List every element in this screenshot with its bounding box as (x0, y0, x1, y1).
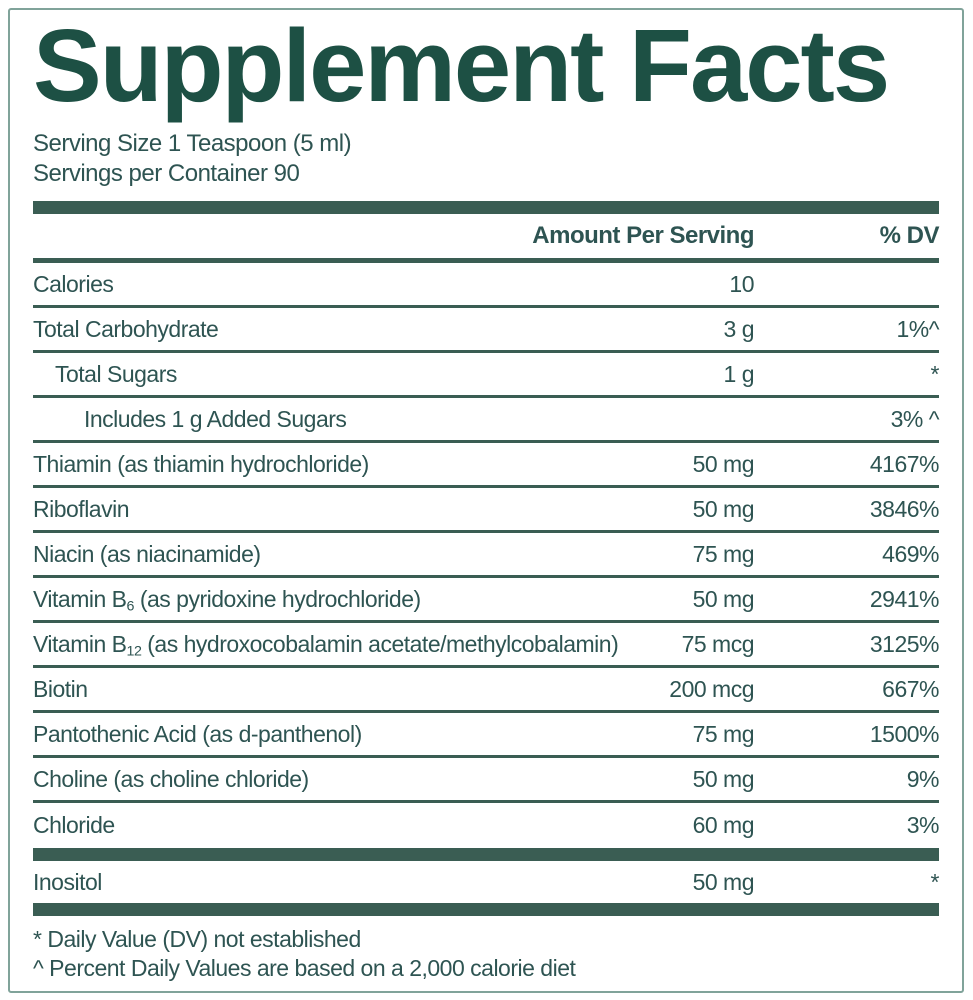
amount-per-serving-value: 60 mg (692, 812, 755, 838)
fact-row: Thiamin (as thiamin hydrochloride) 50 mg 4… (33, 443, 940, 488)
nutrient-name: Total Sugars (55, 360, 177, 387)
serving-info: Serving Size 1 Teaspoon (5 ml) Servings … (33, 129, 939, 189)
servings-per-container-text: Servings per Container 90 (33, 160, 300, 187)
nutrient-name: Thiamin (as thiamin hydrochloride) (33, 450, 369, 477)
fact-row: Chloride 60 mg 3% (33, 803, 940, 848)
nutrient-name: Chloride (33, 812, 115, 838)
percent-dv-value: 9% (906, 765, 940, 792)
nutrient-name: Choline (as choline chloride) (33, 765, 309, 792)
percent-dv-value: * (930, 868, 940, 895)
fact-row: Biotin 200 mcg 667% (33, 668, 940, 713)
fact-row: Includes 1 g Added Sugars 3% ^ (33, 398, 940, 443)
percent-dv-value: 4167% (869, 450, 940, 477)
facts-rows: Calories 10 Total Carbohydrate 3 g 1%^ Total … (33, 263, 940, 916)
supplement-facts-panel: Supplement Facts Serving Size 1 Teaspoon… (8, 8, 964, 993)
fact-row: Inositol 50 mg * (33, 861, 940, 903)
divider-thick (33, 903, 939, 916)
nutrient-name: Vitamin B6 (as pyridoxine hydrochloride) (33, 585, 421, 615)
percent-dv-value: 3% ^ (890, 405, 940, 432)
amount-per-serving-value: 50 mg (692, 765, 755, 792)
footnotes: * Daily Value (DV) not established ^ Per… (33, 925, 939, 983)
amount-per-serving-value: 10 (729, 270, 754, 297)
amount-per-serving-value: 75 mcg (681, 630, 755, 657)
fact-row: Vitamin B6 (as pyridoxine hydrochloride)… (33, 578, 940, 623)
fact-row: Vitamin B12 (as hydroxocobalamin acetate… (33, 623, 940, 668)
percent-dv-value: 3125% (869, 630, 940, 657)
fact-row: Total Carbohydrate 3 g 1%^ (33, 308, 940, 353)
fact-row: Riboflavin 50 mg 3846% (33, 488, 940, 533)
amount-per-serving-value: 200 mcg (669, 675, 754, 702)
percent-dv-value: 469% (882, 540, 939, 567)
nutrient-name: Vitamin B12 (as hydroxocobalamin acetate… (33, 630, 619, 660)
percent-dv-value: 667% (882, 675, 939, 702)
percent-dv-value: * (930, 360, 940, 387)
amount-per-serving-value: 50 mg (692, 585, 755, 612)
percent-dv-value: 3846% (869, 495, 940, 522)
nutrient-name: Calories (33, 270, 114, 297)
nutrient-name: Total Carbohydrate (33, 315, 219, 342)
divider-thick-top (33, 201, 939, 214)
footnote-percent-daily-values: ^ Percent Daily Values are based on a 2,… (33, 955, 576, 981)
fact-row: Total Sugars 1 g * (33, 353, 940, 398)
fact-row: Choline (as choline chloride) 50 mg 9% (33, 758, 940, 803)
nutrient-name: Riboflavin (33, 495, 130, 522)
amount-per-serving-value: 50 mg (692, 450, 755, 477)
nutrient-name-subscript: 6 (126, 598, 135, 615)
amount-per-serving-value: 50 mg (692, 868, 755, 895)
fact-row: Calories 10 (33, 263, 939, 308)
percent-dv-value: 1%^ (896, 315, 939, 342)
nutrient-name-subscript: 12 (126, 643, 142, 660)
percent-dv-value: 2941% (869, 585, 940, 612)
amount-per-serving-value: 75 mg (692, 540, 755, 567)
percent-dv-value: 1500% (869, 720, 940, 747)
nutrient-name: Pantothenic Acid (as d-panthenol) (33, 720, 362, 747)
fact-row: Niacin (as niacinamide) 75 mg 469% (33, 533, 940, 578)
fact-row: Pantothenic Acid (as d-panthenol) 75 mg 15… (33, 713, 940, 758)
nutrient-name: Biotin (33, 675, 88, 702)
amount-per-serving-value: 75 mg (692, 720, 755, 747)
nutrient-name: Inositol (33, 868, 102, 895)
amount-per-serving-value: 50 mg (692, 495, 755, 522)
amount-per-serving-value: 3 g (723, 315, 755, 342)
table-header-row: Amount Per Serving % DV (33, 214, 940, 263)
amount-per-serving-value: 1 g (723, 360, 755, 387)
nutrient-name: Includes 1 g Added Sugars (84, 405, 347, 432)
column-header-percent-dv: % DV (879, 222, 940, 249)
serving-size-text: Serving Size 1 Teaspoon (5 ml) (33, 130, 352, 157)
panel-title: Supplement Facts (33, 8, 890, 123)
nutrient-name: Niacin (as niacinamide) (33, 540, 261, 567)
column-header-amount-per-serving: Amount Per Serving (532, 222, 754, 249)
footnote-dv-not-established: * Daily Value (DV) not established (33, 926, 361, 952)
percent-dv-value: 3% (906, 812, 940, 838)
divider-thick (33, 848, 939, 861)
